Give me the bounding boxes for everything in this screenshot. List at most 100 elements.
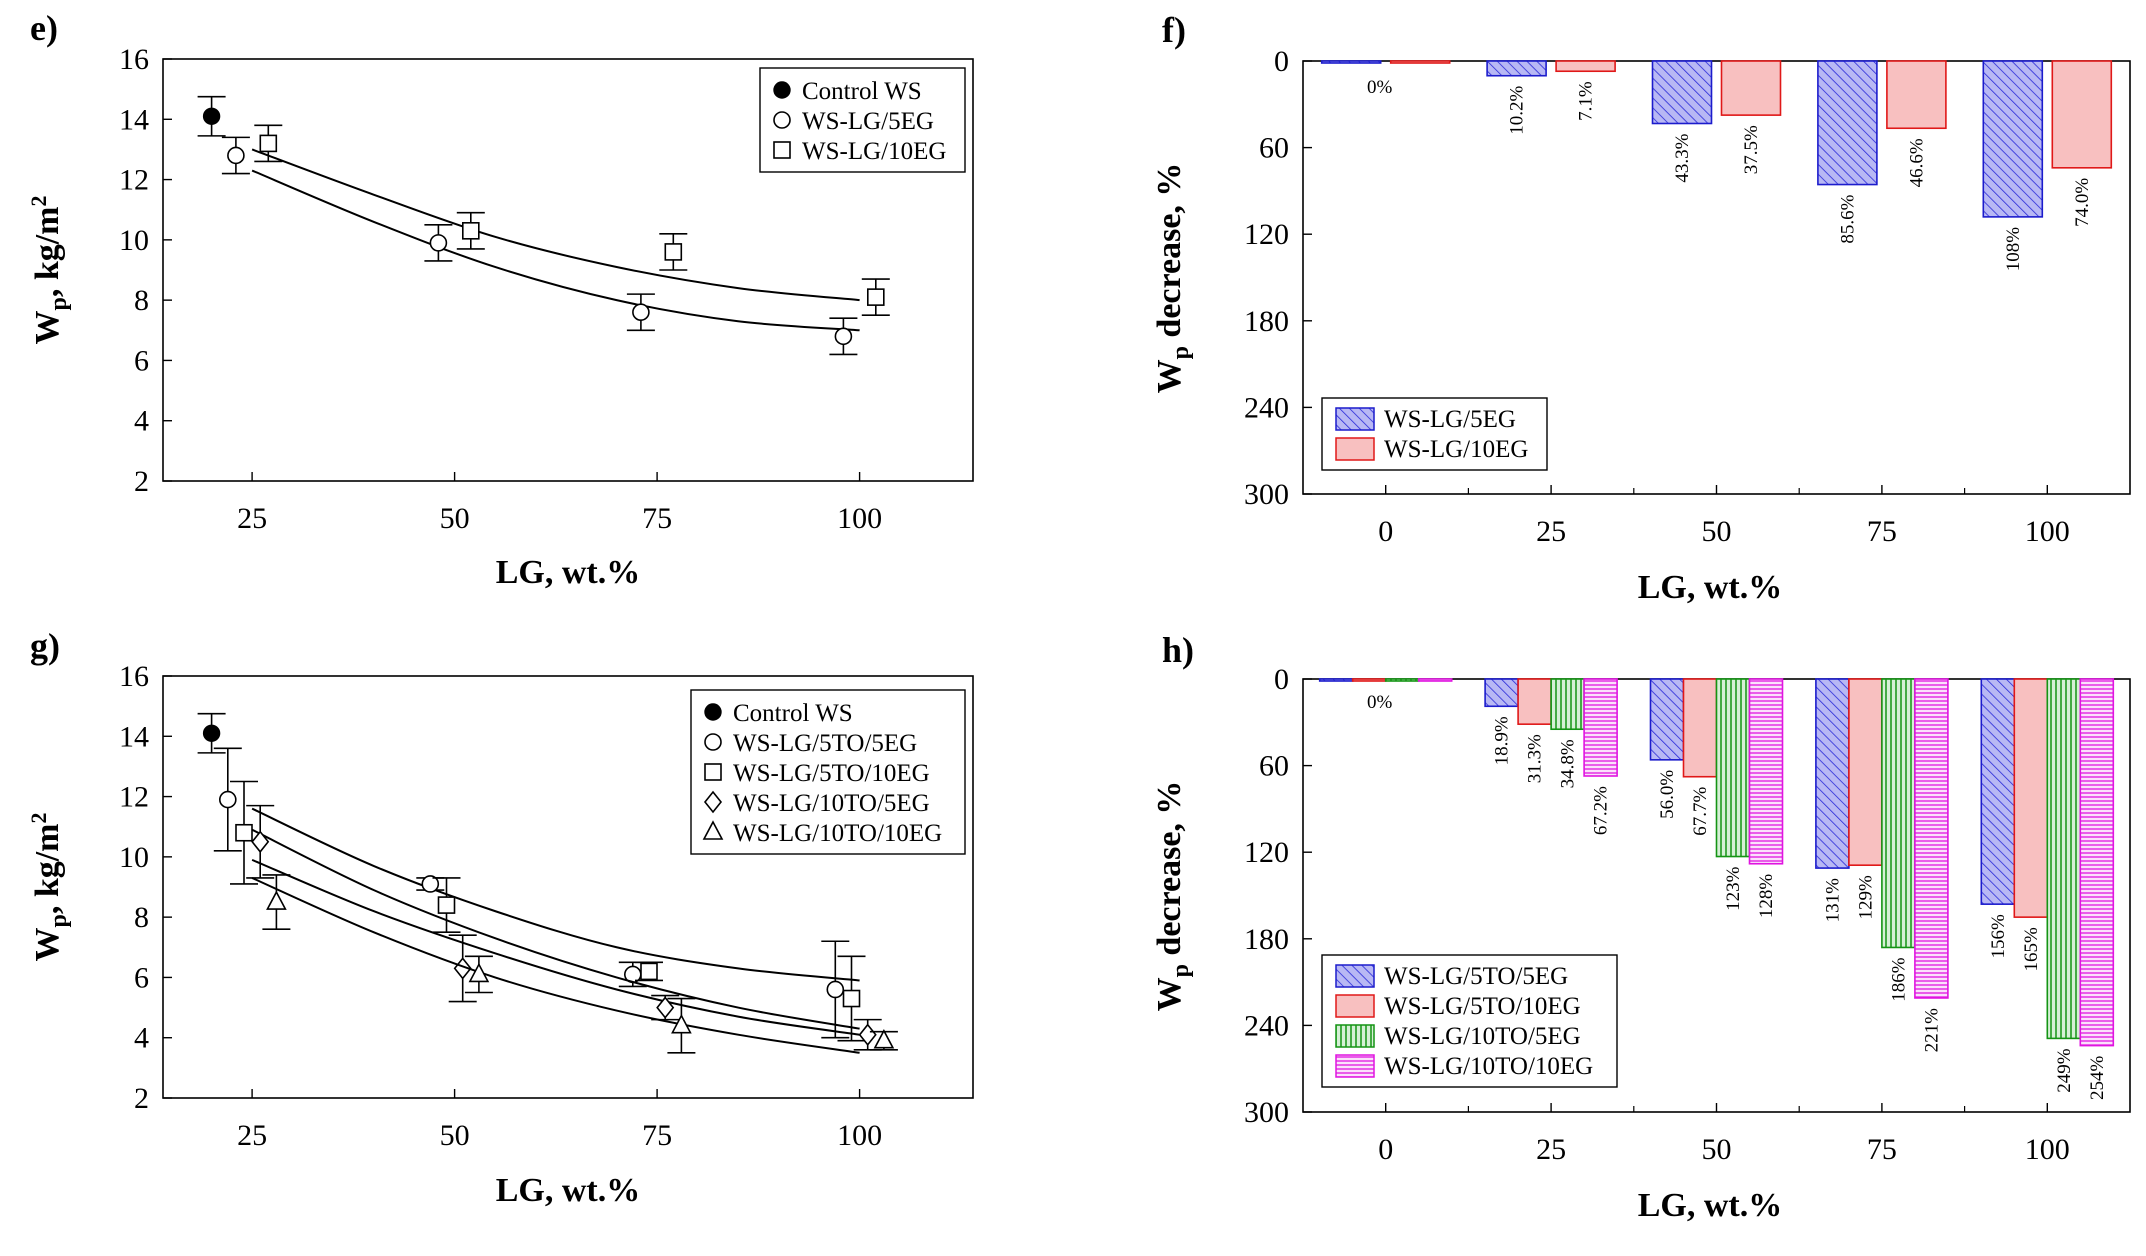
- y-tick-label: 16: [119, 43, 149, 76]
- legend: WS-LG/5EG WS-LG/10EG: [1321, 397, 1548, 471]
- series-control-ws: [197, 95, 226, 137]
- bar: [2079, 678, 2115, 1047]
- bar-value-label: 221%: [1921, 1008, 1942, 1053]
- bar-value-label: 165%: [2021, 927, 2042, 972]
- panel-label: h): [1162, 630, 1194, 670]
- bar-value-label: 10.2%: [1507, 86, 1528, 135]
- legend-label: WS-LG/5TO/10EG: [733, 760, 930, 787]
- x-tick-label: 0: [1378, 515, 1393, 548]
- bar: [1720, 60, 1782, 116]
- bar-value-label: 156%: [1988, 914, 2009, 959]
- y-tick-label: 180: [1244, 305, 1289, 338]
- legend-marker: [704, 733, 722, 751]
- bar: [2013, 678, 2049, 918]
- legend-label: Control WS: [733, 700, 853, 727]
- bar: [1649, 678, 1685, 761]
- x-tick-label: 50: [440, 502, 470, 535]
- x-axis-label: LG, wt.%: [496, 1172, 641, 1209]
- bar: [1555, 60, 1616, 73]
- x-tick-label: 75: [642, 502, 672, 535]
- y-tick-label: 16: [119, 660, 149, 693]
- bar-value-label: 74.0%: [2072, 178, 2093, 227]
- legend-swatch: [1335, 1024, 1375, 1048]
- legend-label: WS-LG/10TO/5EG: [1384, 1023, 1581, 1050]
- y-tick-label: 2: [134, 465, 149, 498]
- bar: [1982, 60, 2044, 218]
- data-point: [834, 327, 853, 346]
- series-ws-lg-5eg: 0% 10.2% 43.3% 85.6% 108%: [1320, 60, 2044, 271]
- bar-value-label: 129%: [1855, 875, 1876, 920]
- bar-value-label: 34.8%: [1558, 739, 1579, 788]
- data-point: [656, 996, 675, 1019]
- y-tick-label: 0: [1274, 663, 1289, 696]
- bar: [1318, 678, 1354, 682]
- y-tick-label: 120: [1244, 836, 1289, 869]
- legend-box: [690, 689, 966, 855]
- x-tick-label: 75: [642, 1119, 672, 1152]
- legend-marker: [703, 790, 723, 814]
- bar-value-label: 0%: [1367, 692, 1393, 713]
- x-tick-label: 75: [1867, 1133, 1897, 1166]
- legend: WS-LG/5TO/5EG WS-LG/5TO/10EG WS-LG/10TO/5E…: [1321, 954, 1618, 1088]
- data-point: [632, 303, 650, 322]
- legend-marker: [773, 141, 791, 159]
- x-axis-label: LG, wt.%: [1638, 1187, 1783, 1224]
- bar-value-label: 18.9%: [1492, 716, 1513, 765]
- y-tick-label: 12: [119, 164, 149, 197]
- bar-value-label: 123%: [1723, 866, 1744, 911]
- bar: [1715, 678, 1751, 858]
- series-ws-lg-10eg: [251, 124, 890, 317]
- legend-label: WS-LG/10TO/10EG: [733, 820, 942, 847]
- y-tick-label: 300: [1244, 478, 1289, 511]
- bar: [2051, 60, 2113, 169]
- data-point: [202, 724, 221, 742]
- series-ws-lg-10to-5eg: [246, 804, 882, 1051]
- bar: [1583, 678, 1618, 777]
- bar-value-label: 67.7%: [1690, 787, 1711, 836]
- fit-curve: [251, 877, 860, 1054]
- panel-f: 0 25 50 75 100 0 60 120 180 240 300 LG, wt.% Wp decr…: [1151, 10, 2131, 606]
- y-tick-label: 60: [1259, 750, 1289, 783]
- x-tick-label: 100: [837, 502, 882, 535]
- plot-frame: [162, 58, 974, 482]
- y-tick-label: 10: [119, 224, 149, 257]
- y-tick-label: 4: [134, 405, 149, 438]
- series-ws-lg-5to-5eg: 0% 18.9% 56.0% 131% 156%: [1318, 678, 2016, 959]
- bar: [1417, 678, 1453, 682]
- y-tick-label: 120: [1244, 218, 1289, 251]
- bar: [1817, 60, 1878, 186]
- data-point: [826, 980, 845, 999]
- bar: [1881, 678, 1916, 949]
- legend-swatch: [1335, 437, 1375, 461]
- bar-value-label: 131%: [1822, 878, 1843, 923]
- legend-marker: [773, 111, 791, 129]
- bar-value-label: 67.2%: [1591, 786, 1612, 835]
- bar: [1384, 678, 1420, 682]
- data-point: [259, 134, 278, 153]
- bar: [1682, 678, 1718, 778]
- data-point: [858, 1023, 877, 1046]
- y-tick-label: 240: [1244, 1009, 1289, 1042]
- x-tick-label: 100: [2025, 515, 2070, 548]
- data-point: [429, 234, 448, 252]
- bar-value-label: 43.3%: [1672, 133, 1693, 182]
- y-tick-label: 12: [119, 781, 149, 814]
- x-axis-label: LG, wt.%: [496, 554, 641, 591]
- bar-value-label: 37.5%: [1741, 125, 1762, 174]
- fit-curve: [251, 858, 860, 1036]
- data-point: [219, 790, 237, 809]
- data-point: [842, 989, 861, 1008]
- y-tick-label: 60: [1259, 132, 1289, 165]
- series-control-ws: [197, 712, 226, 754]
- x-tick-label: 0: [1378, 1133, 1393, 1166]
- bar-value-label: 254%: [2087, 1055, 2108, 1100]
- legend-swatch: [1335, 407, 1375, 431]
- bar: [1550, 678, 1585, 731]
- legend-label: WS-LG/10EG: [1384, 436, 1528, 463]
- panel-label: e): [30, 8, 58, 48]
- legend: Control WS WS-LG/5EG WS-LG/10EG: [759, 67, 966, 173]
- y-tick-label: 8: [134, 901, 149, 934]
- fit-curve: [251, 148, 860, 302]
- x-tick-label: 50: [1702, 515, 1732, 548]
